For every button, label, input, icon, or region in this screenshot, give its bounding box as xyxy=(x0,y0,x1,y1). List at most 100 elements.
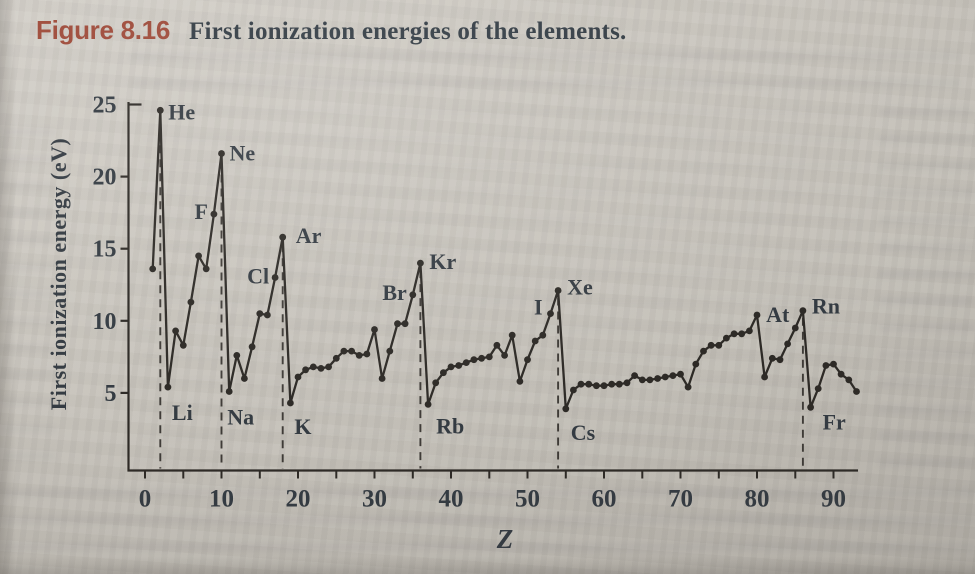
element-label-Na: Na xyxy=(227,405,254,430)
x-tick-label-20: 20 xyxy=(286,486,311,513)
data-point-In xyxy=(516,378,524,385)
data-point-H xyxy=(149,265,157,273)
element-label-Rn: Rn xyxy=(812,294,840,319)
data-point-Hf xyxy=(692,360,700,368)
element-label-He: He xyxy=(168,99,195,124)
data-point-Ir xyxy=(730,330,738,338)
element-label-Cs: Cs xyxy=(571,420,596,445)
element-label-Kr: Kr xyxy=(429,249,456,274)
element-label-At: At xyxy=(766,302,790,327)
data-point-Zn xyxy=(371,326,378,333)
data-point-Y xyxy=(440,369,447,377)
data-point-W xyxy=(707,341,715,349)
data-point-Ge xyxy=(386,347,394,355)
element-label-Xe: Xe xyxy=(567,275,593,300)
data-point-Re xyxy=(715,341,723,349)
data-point-Eu xyxy=(623,379,631,387)
element-label-Ar: Ar xyxy=(296,223,322,248)
data-point-Si xyxy=(248,343,256,351)
y-tick-label-15: 15 xyxy=(93,237,117,263)
element-label-Fr: Fr xyxy=(823,409,846,434)
data-point-Ti xyxy=(309,363,317,371)
data-point-Lu xyxy=(684,383,692,391)
element-label-Rb: Rb xyxy=(436,413,464,438)
data-point-Ce xyxy=(585,380,593,388)
data-point-Fr xyxy=(807,403,814,411)
data-point-Ta xyxy=(700,347,707,355)
element-label-Br: Br xyxy=(382,280,407,305)
element-label-Cl: Cl xyxy=(247,264,269,289)
data-point-Rh xyxy=(485,353,493,361)
data-point-C xyxy=(187,298,195,306)
data-point-Tm xyxy=(669,372,677,379)
data-point-Sn xyxy=(524,356,531,364)
data-point-Cu xyxy=(363,350,371,358)
x-tick-label-50: 50 xyxy=(515,486,540,513)
data-point-Mo xyxy=(462,359,470,366)
x-axis-title: Z xyxy=(496,524,514,554)
figure-number-label: Figure 8.16 xyxy=(36,15,170,45)
data-point-Hg xyxy=(753,311,761,319)
data-point-Rb xyxy=(424,401,432,408)
data-point-Tl xyxy=(761,373,768,381)
data-point-Ni xyxy=(355,352,363,359)
data-point-Er xyxy=(661,373,669,381)
data-point-Pb xyxy=(768,354,776,362)
element-label-Ne: Ne xyxy=(230,141,256,166)
data-point-Kr xyxy=(417,259,424,267)
data-point-N xyxy=(195,252,203,260)
data-point-Fe xyxy=(340,347,348,355)
data-point-Li xyxy=(164,383,172,391)
data-point-K xyxy=(287,399,294,407)
data-point-Ag xyxy=(501,352,508,359)
data-point-Sm xyxy=(615,380,623,388)
data-point-Pa xyxy=(837,370,845,378)
data-point-U xyxy=(845,376,853,384)
data-point-Bi xyxy=(776,356,784,364)
element-label-Li: Li xyxy=(172,400,193,425)
data-point-Ar xyxy=(279,233,287,241)
y-tick-label-25: 25 xyxy=(93,93,117,119)
y-axis-title: First ionization energy (eV) xyxy=(46,138,71,410)
data-point-S xyxy=(264,311,271,319)
y-tick-label-5: 5 xyxy=(105,381,117,407)
data-point-Th xyxy=(830,360,837,368)
data-point-La xyxy=(577,380,585,388)
data-point-O xyxy=(202,265,210,273)
data-point-Cs xyxy=(562,405,570,413)
data-point-Pr xyxy=(593,382,600,390)
data-point-Pm xyxy=(608,380,616,388)
x-tick-label-30: 30 xyxy=(362,486,387,513)
data-point-Sc xyxy=(302,366,309,374)
element-label-I: I xyxy=(534,295,543,320)
data-point-Np xyxy=(853,388,860,395)
data-point-Ac xyxy=(822,362,830,369)
data-point-Cr xyxy=(325,363,332,371)
data-point-Mn xyxy=(332,354,340,362)
data-point-Ra xyxy=(814,385,822,392)
data-point-Zr xyxy=(447,363,455,371)
data-point-Nd xyxy=(600,382,608,390)
data-point-Pd xyxy=(493,341,501,349)
data-point-Gd xyxy=(631,372,638,379)
data-point-Ba xyxy=(570,386,577,394)
data-point-Co xyxy=(348,347,355,355)
data-point-Sr xyxy=(432,379,440,387)
x-tick-label-0: 0 xyxy=(139,486,152,513)
data-point-Ga xyxy=(378,375,386,382)
data-point-Au xyxy=(746,327,753,335)
element-label-K: K xyxy=(294,414,311,439)
data-point-Ho xyxy=(654,375,661,382)
x-tick-label-70: 70 xyxy=(668,486,693,513)
x-tick-label-90: 90 xyxy=(821,486,846,513)
data-point-Tc xyxy=(470,356,478,364)
data-point-Na xyxy=(225,388,233,395)
data-point-Ru xyxy=(478,354,485,362)
data-point-He xyxy=(156,106,164,114)
data-point-As xyxy=(394,320,401,328)
figure-caption: Figure 8.16 First ionization energies of… xyxy=(36,15,626,46)
data-point-Pt xyxy=(738,330,746,338)
data-point-Cd xyxy=(508,331,516,339)
